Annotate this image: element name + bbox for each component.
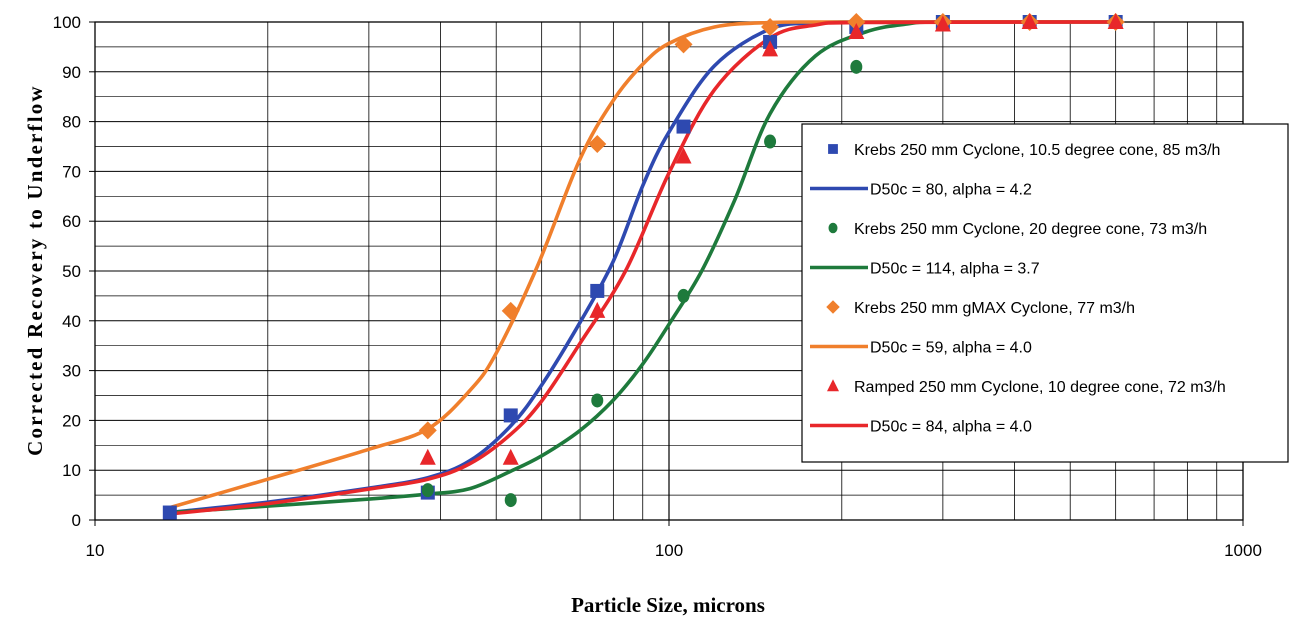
legend-triangle-icon [827,379,839,392]
legend-marker-group [828,222,838,234]
legend: Krebs 250 mm Cyclone, 10.5 degree cone, … [801,123,1289,463]
legend-label: Krebs 250 mm Cyclone, 20 degree cone, 73… [854,221,1207,238]
square-marker [676,119,691,134]
x-axis-title: Particle Size, microns [571,593,765,617]
diamond-marker [501,301,520,320]
triangle-marker [1107,13,1124,29]
legend-label: D50c = 80, alpha = 4.2 [870,182,1032,199]
y-tick-label: 0 [72,511,81,530]
diamond-marker [418,421,437,440]
y-tick-label: 70 [62,162,81,181]
triangle-marker [934,15,951,32]
diamond-marker [674,35,693,54]
square-marker [162,505,177,520]
fit-curve-d50-114 [168,20,1118,515]
legend-square-icon [828,144,838,154]
circle-marker [677,288,690,303]
legend-label: D50c = 59, alpha = 4.0 [870,340,1032,357]
x-tick-label: 10 [86,541,105,560]
y-tick-label: 80 [62,113,81,132]
fit-curve-d50-84 [168,20,1118,516]
square-marker [503,408,518,423]
legend-label: D50c = 84, alpha = 4.0 [870,419,1032,436]
legend-label: D50c = 114, alpha = 3.7 [870,261,1040,278]
legend-marker-group [826,300,840,314]
y-tick-label: 40 [62,312,81,331]
diamond-marker [761,17,780,36]
circle-marker [421,483,434,498]
legend-marker-group [827,379,839,392]
legend-diamond-icon [826,300,840,314]
diamond-marker [847,13,866,31]
y-tick-label: 30 [62,362,81,381]
square-marker [590,283,605,298]
circle-marker [850,59,863,74]
triangle-marker [848,22,865,39]
triangle-marker [762,40,779,57]
triangle-marker [675,147,692,164]
data-markers [162,13,1125,520]
legend-label: Krebs 250 mm gMAX Cyclone, 77 m3/h [854,300,1135,317]
y-tick-label: 20 [62,411,81,430]
y-tick-label: 10 [62,461,81,480]
fit-curve-d50-59 [168,20,1118,510]
diamond-marker [588,135,607,154]
triangle-marker [1021,13,1038,29]
y-tick-label: 50 [62,262,81,281]
axes: 0 10 20 30 40 50 60 70 80 90 100 10 100 1000 [53,13,1262,560]
x-tick-label: 100 [655,541,683,560]
legend-box [801,123,1289,463]
y-tick-label: 60 [62,212,81,231]
y-tick-label: 90 [62,63,81,82]
circle-marker [764,134,777,149]
legend-label: Krebs 250 mm Cyclone, 10.5 degree cone, … [854,142,1220,159]
circle-marker [504,493,517,508]
y-tick-label: 100 [53,13,81,32]
legend-marker-group [828,144,838,154]
x-tick-label: 1000 [1224,541,1262,560]
circle-marker [591,393,604,408]
y-axis-title: Corrected Recovery to Underflow [23,84,47,456]
fitted-curves [168,20,1118,516]
triangle-marker [502,448,519,465]
legend-circle-icon [828,222,838,234]
triangle-marker [589,301,606,318]
triangle-marker [419,448,436,465]
legend-label: Ramped 250 mm Cyclone, 10 degree cone, 7… [854,379,1226,396]
